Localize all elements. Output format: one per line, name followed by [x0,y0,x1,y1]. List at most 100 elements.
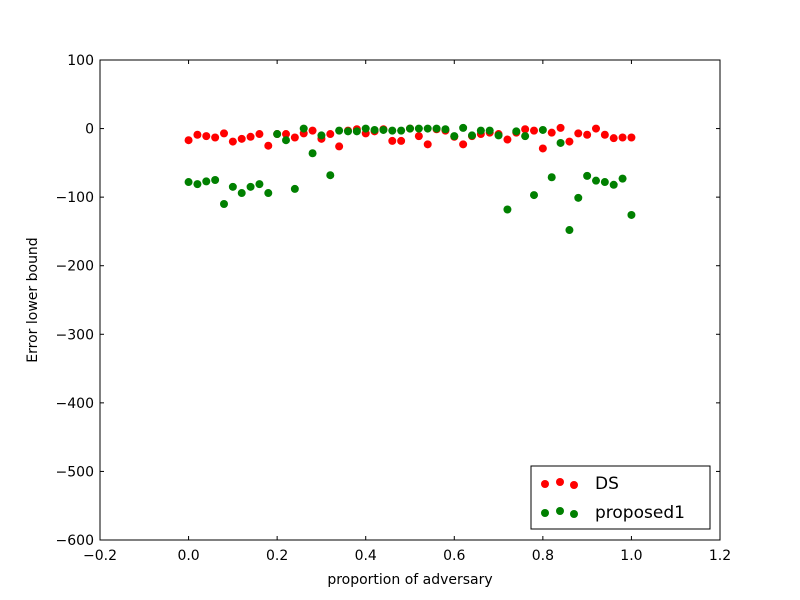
point-proposed1 [450,132,459,141]
data-points [184,123,636,235]
point-proposed1 [326,171,335,180]
point-proposed1 [494,131,503,140]
point-proposed1 [521,132,530,141]
y-tick-label: −600 [56,533,94,549]
x-axis-ticks: −0.2 0.0 0.2 0.4 0.6 0.8 1.0 1.2 [83,60,731,564]
point-ds [193,130,202,139]
y-tick-label: −500 [56,464,94,480]
y-tick-label: 100 [67,53,94,69]
point-ds [423,140,432,149]
point-proposed1 [592,176,600,185]
point-proposed1 [388,126,397,135]
point-proposed1 [264,189,273,198]
point-ds [246,132,255,141]
point-ds [609,134,618,143]
point-proposed1 [565,226,574,235]
point-ds [264,141,273,150]
point-proposed1 [379,125,388,134]
point-ds [282,130,290,139]
point-proposed1 [184,178,193,187]
legend-marker-dot [570,510,578,518]
point-proposed1 [618,174,627,183]
point-ds [583,130,592,139]
point-proposed1 [273,130,282,139]
y-tick-label: −400 [56,396,94,412]
y-axis-label: Error lower bound [25,237,41,362]
point-ds [538,144,547,153]
legend: DS proposed1 [530,465,711,530]
x-tick-label: 0.4 [355,548,377,564]
point-proposed1 [574,193,583,202]
point-proposed1 [299,124,308,133]
point-ds [220,129,228,138]
point-proposed1 [530,191,538,200]
point-ds [202,132,211,141]
y-tick-label: −300 [56,327,94,343]
y-tick-label: −100 [56,190,94,206]
point-proposed1 [246,182,255,191]
point-proposed1 [441,125,450,134]
legend-box [530,465,711,530]
point-ds [184,136,193,145]
y-axis-ticks: 100 0 −100 −200 −300 −400 −500 −600 [56,53,720,549]
legend-marker-dot [556,507,564,515]
point-proposed1 [397,126,406,135]
x-tick-label: −0.2 [83,548,117,564]
x-tick-label: 1.2 [709,548,731,564]
legend-marker-dot [556,478,564,486]
point-proposed1 [406,124,414,133]
point-proposed1 [290,184,299,193]
point-proposed1 [423,124,432,133]
legend-proposed1-marker [541,507,578,518]
point-proposed1 [344,127,352,136]
point-proposed1 [335,126,344,135]
plot-frame [99,59,721,541]
point-ds [459,140,468,149]
point-proposed1 [193,180,202,189]
point-proposed1 [370,125,379,134]
point-ds [565,137,574,146]
point-proposed1 [547,173,556,182]
point-ds [600,130,609,139]
point-proposed1 [282,136,290,145]
point-ds [326,130,335,139]
point-ds [627,133,636,142]
point-ds [556,123,565,132]
point-proposed1 [202,177,211,186]
point-ds [211,133,220,142]
y-tick-label: 0 [85,122,94,138]
legend-marker-dot [541,509,549,517]
point-ds [388,136,397,145]
x-tick-label: 0.2 [266,548,288,564]
legend-ds-marker [541,478,578,489]
legend-marker-dot [570,481,578,489]
point-ds [290,133,299,142]
y-tick-label: −200 [56,259,94,275]
point-proposed1 [609,180,618,189]
point-proposed1 [211,176,220,184]
point-proposed1 [255,180,264,189]
point-ds [237,134,246,143]
point-proposed1 [583,171,592,180]
legend-label-ds: DS [595,474,619,494]
point-ds [592,124,600,133]
x-tick-label: 0.8 [532,548,554,564]
point-ds [503,135,512,144]
point-proposed1 [512,127,521,136]
point-proposed1 [220,200,228,208]
point-proposed1 [503,205,512,214]
x-tick-label: 1.0 [620,548,642,564]
point-proposed1 [237,189,246,198]
point-ds [228,137,237,146]
point-proposed1 [538,125,547,134]
legend-marker-dot [541,480,549,488]
point-proposed1 [317,131,326,140]
point-proposed1 [556,138,565,147]
point-proposed1 [361,124,370,133]
point-proposed1 [468,131,476,140]
point-ds [335,142,344,151]
point-ds [530,126,538,135]
legend-label-proposed1: proposed1 [595,503,685,523]
point-proposed1 [432,124,441,133]
